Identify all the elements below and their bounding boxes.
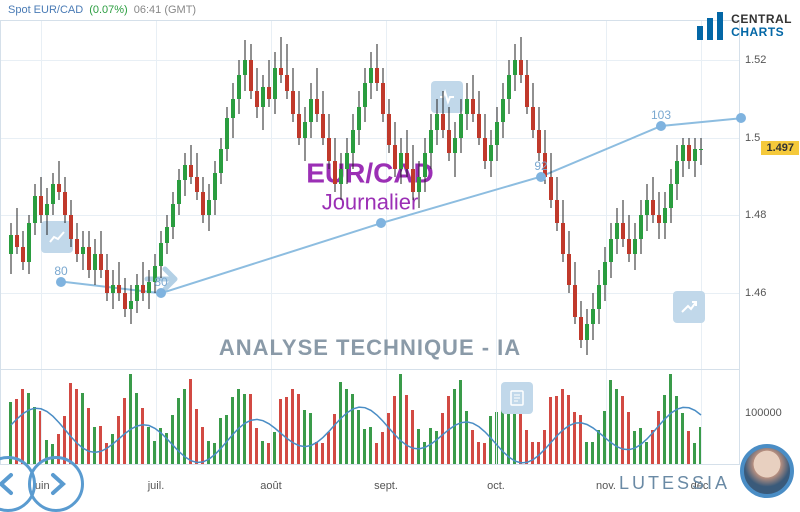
volume-y-label: 100000 [745, 407, 782, 419]
price-y-axis: 1.461.481.51.52 [741, 21, 799, 369]
timestamp: 06:41 (GMT) [134, 4, 196, 16]
price-panel[interactable]: EUR/CAD Journalier ANALYSE TECHNIQUE - I… [0, 20, 740, 370]
footer-brand: LUTESSIA [619, 473, 730, 494]
brand-logo: CENTRAL CHARTS [697, 12, 792, 40]
volume-bars [1, 370, 739, 464]
wm-doc-icon [501, 382, 533, 414]
chart-header: Spot EUR/CAD (0.07%) 06:41 (GMT) [0, 0, 800, 20]
footer: LUTESSIA [0, 456, 800, 500]
change-pct: (0.07%) [89, 4, 128, 16]
avatar-icon[interactable] [740, 444, 794, 498]
current-price-badge: 1.497 [761, 141, 799, 155]
price-chart-area[interactable]: EUR/CAD Journalier ANALYSE TECHNIQUE - I… [0, 20, 800, 370]
candlesticks [1, 21, 739, 369]
instrument-title: Spot EUR/CAD [8, 4, 83, 16]
volume-panel[interactable]: 100000 juinjuil.aoûtsept.oct.nov.déc. [0, 370, 740, 465]
logo-text: CENTRAL CHARTS [731, 13, 792, 39]
nav-arrows[interactable] [0, 440, 60, 500]
logo-bars-icon [697, 12, 725, 40]
